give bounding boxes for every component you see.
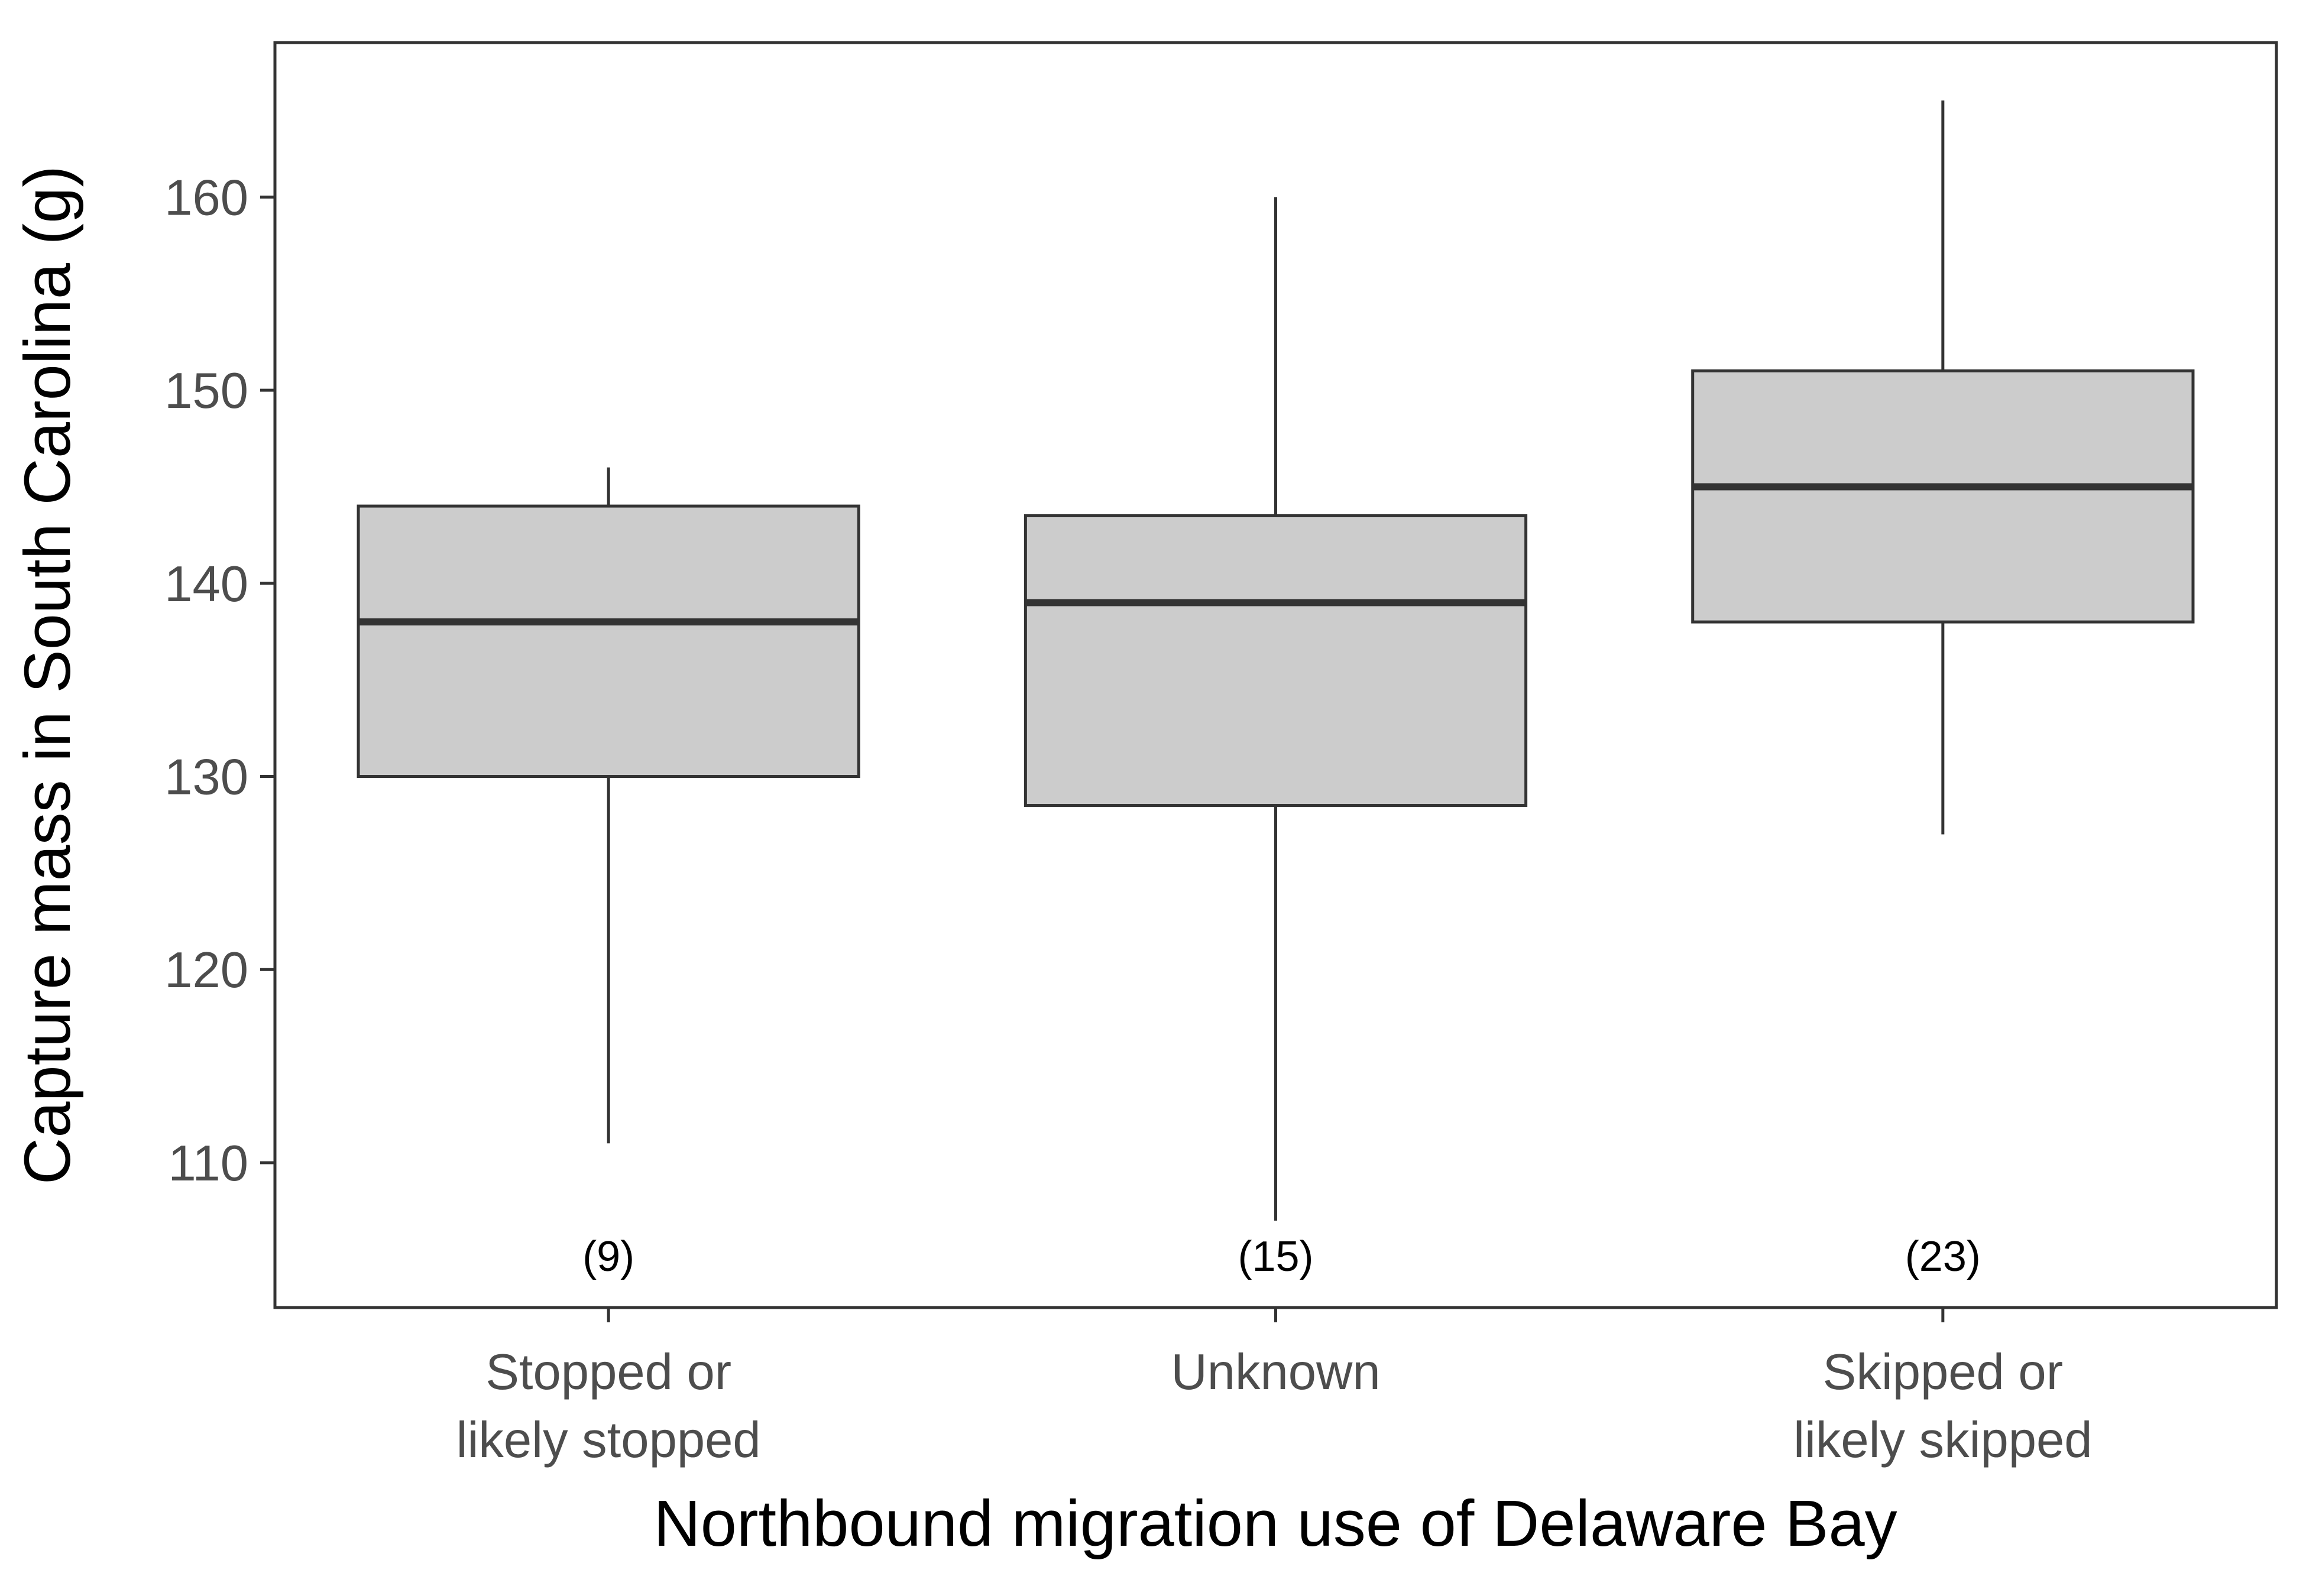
x-tick-label: Skipped or: [1823, 1344, 2063, 1400]
x-axis-title: Northbound migration use of Delaware Bay: [653, 1487, 1897, 1560]
box-group: [357, 100, 2195, 1221]
x-tick-label: Stopped or: [485, 1344, 731, 1400]
y-tick-label: 150: [164, 363, 248, 419]
y-tick-label: 130: [164, 750, 248, 806]
x-tick-label: Unknown: [1171, 1344, 1380, 1400]
x-tick-label: likely skipped: [1793, 1412, 2093, 1468]
iqr-box: [1691, 369, 2195, 624]
x-tick-label: likely stopped: [456, 1412, 761, 1468]
sample-size-label: (15): [1238, 1233, 1313, 1280]
y-tick-label: 120: [164, 942, 248, 998]
y-axis: 110 120 130 140 150 160: [164, 170, 275, 1192]
boxplot-1: [357, 467, 860, 1144]
y-tick-label: 160: [164, 170, 248, 226]
sample-size-labels: (9) (15) (23): [582, 1233, 1981, 1280]
boxplot-2: [1024, 197, 1528, 1221]
y-axis-title: Capture mass in South Carolina (g): [11, 166, 84, 1185]
sample-size-label: (9): [582, 1233, 634, 1280]
y-tick-label: 110: [168, 1136, 248, 1192]
y-tick-label: 140: [164, 556, 248, 612]
boxplot-3: [1691, 100, 2195, 835]
iqr-box: [357, 504, 860, 778]
sample-size-label: (23): [1905, 1233, 1981, 1280]
x-axis: Stopped or likely stopped Unknown Skipped o…: [456, 1308, 2093, 1468]
iqr-box: [1024, 514, 1528, 807]
